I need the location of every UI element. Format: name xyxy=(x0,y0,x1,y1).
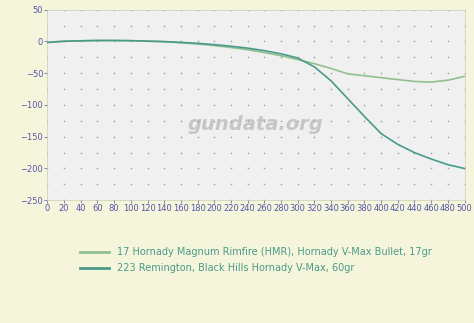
Text: gundata.org: gundata.org xyxy=(188,115,324,133)
Legend: 17 Hornady Magnum Rimfire (HMR), Hornady V-Max Bullet, 17gr, 223 Remington, Blac: 17 Hornady Magnum Rimfire (HMR), Hornady… xyxy=(76,243,436,277)
